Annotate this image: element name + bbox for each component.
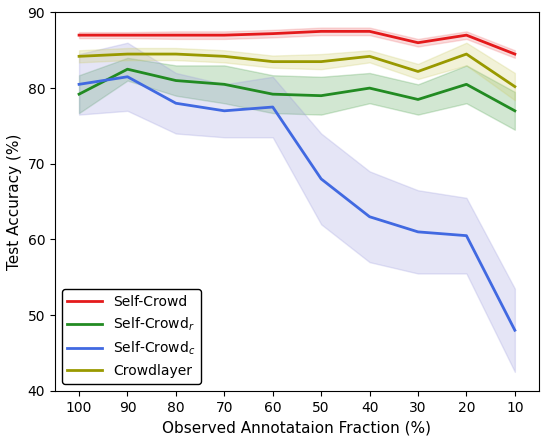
Legend: Self-Crowd, Self-Crowd$_r$, Self-Crowd$_c$, Crowdlayer: Self-Crowd, Self-Crowd$_r$, Self-Crowd$_… [62, 289, 201, 384]
Self-Crowd$_r$ [221, 82, 228, 87]
Line: Self-Crowd$_c$: Self-Crowd$_c$ [79, 77, 515, 330]
Line: Self-Crowd: Self-Crowd [79, 31, 515, 54]
Self-Crowd [318, 29, 324, 34]
Self-Crowd$_c$ [415, 229, 422, 235]
Self-Crowd [270, 31, 276, 36]
Self-Crowd$_r$ [318, 93, 324, 98]
Self-Crowd [221, 33, 228, 38]
Self-Crowd [124, 33, 130, 38]
Crowdlayer [463, 51, 470, 57]
Line: Self-Crowd$_r$: Self-Crowd$_r$ [79, 69, 515, 111]
Self-Crowd$_r$ [415, 97, 422, 102]
Self-Crowd$_c$ [512, 328, 518, 333]
Self-Crowd [415, 40, 422, 46]
Crowdlayer [512, 84, 518, 89]
Self-Crowd$_c$ [124, 74, 130, 80]
Crowdlayer [415, 69, 422, 74]
Self-Crowd$_c$ [221, 108, 228, 114]
Self-Crowd$_c$ [366, 214, 373, 219]
Y-axis label: Test Accuracy (%): Test Accuracy (%) [7, 133, 22, 270]
Self-Crowd [173, 33, 179, 38]
X-axis label: Observed Annotataion Fraction (%): Observed Annotataion Fraction (%) [163, 420, 431, 435]
Self-Crowd$_r$ [512, 108, 518, 114]
Crowdlayer [318, 59, 324, 64]
Self-Crowd$_r$ [173, 78, 179, 83]
Self-Crowd [76, 33, 82, 38]
Crowdlayer [366, 53, 373, 59]
Self-Crowd [463, 33, 470, 38]
Self-Crowd$_r$ [463, 82, 470, 87]
Self-Crowd$_c$ [173, 101, 179, 106]
Self-Crowd$_r$ [76, 91, 82, 97]
Line: Crowdlayer: Crowdlayer [79, 54, 515, 87]
Self-Crowd$_c$ [463, 233, 470, 238]
Self-Crowd$_c$ [76, 82, 82, 87]
Crowdlayer [221, 53, 228, 59]
Self-Crowd [512, 51, 518, 57]
Crowdlayer [270, 59, 276, 64]
Self-Crowd$_r$ [366, 85, 373, 91]
Self-Crowd [366, 29, 373, 34]
Self-Crowd$_c$ [318, 176, 324, 182]
Crowdlayer [76, 53, 82, 59]
Self-Crowd$_r$ [124, 67, 130, 72]
Crowdlayer [173, 51, 179, 57]
Crowdlayer [124, 51, 130, 57]
Self-Crowd$_r$ [270, 91, 276, 97]
Self-Crowd$_c$ [270, 104, 276, 110]
